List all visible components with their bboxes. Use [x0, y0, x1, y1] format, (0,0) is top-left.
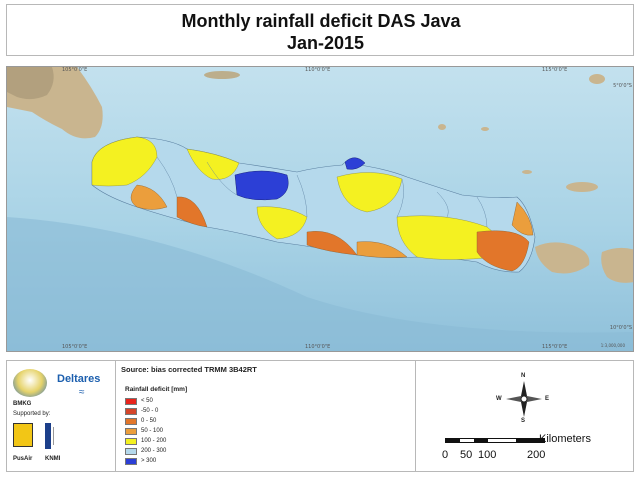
legend-swatch: [125, 397, 137, 405]
java-map: [7, 67, 633, 351]
compass-w: W: [496, 396, 502, 402]
legend-item: 0 - 50: [125, 417, 156, 425]
region-0-50-east: [476, 230, 530, 272]
island: [204, 71, 240, 79]
tick-right-1: 5°0'0"S: [613, 83, 632, 89]
navigation-panel: N S E W Kilometers 0 50 100 200: [415, 361, 633, 471]
tick-bottom-2: 110°0'0"E: [305, 344, 331, 350]
tick-right-2: 10°0'0"S: [609, 325, 632, 331]
tick-bottom-3: 115°0'0"E: [542, 344, 568, 350]
region-50-100-south: [356, 241, 408, 258]
pusair-label: PusAir: [13, 456, 33, 462]
legend-item: 100 - 200: [125, 437, 166, 445]
scale-bar: [445, 438, 545, 443]
info-panel: Deltares ≈ BMKG Supported by: PusAir KNM…: [6, 360, 634, 472]
legend-item: 50 - 100: [125, 427, 163, 435]
map-scale-note: 1:3,000,000: [600, 343, 625, 348]
legend-item: 200 - 300: [125, 447, 166, 455]
island: [438, 124, 446, 130]
knmi-label: KNMI: [45, 456, 61, 462]
legend-swatch: [125, 407, 137, 415]
scale-label-0: 0: [442, 449, 449, 461]
knmi-logo-text-block: [53, 427, 80, 445]
compass-n: N: [521, 373, 526, 379]
region-0-50: [176, 196, 208, 228]
region-gt300: [234, 170, 289, 201]
map-subtitle-date: Jan-2015: [287, 33, 365, 53]
title-panel: Monthly rainfall deficit DAS Java Jan-20…: [6, 4, 634, 56]
knmi-logo: [45, 423, 51, 449]
legend-item: < 50: [125, 397, 153, 405]
map-panel[interactable]: 105°0'0"E 110°0'0"E 115°0'0"E 105°0'0"E …: [6, 66, 634, 352]
region-50-100-tip: [511, 201, 534, 236]
compass-s: S: [521, 418, 526, 424]
legend-swatch: [125, 447, 137, 455]
legend-item: > 300: [125, 457, 156, 465]
legend-swatch: [125, 437, 137, 445]
region-100-200-south: [256, 206, 308, 240]
region-100-200-central: [336, 172, 403, 213]
legend-title: Rainfall deficit [mm]: [125, 386, 188, 393]
scale-label-50: 50: [460, 449, 473, 461]
compass-rose-icon: [506, 381, 542, 417]
tick-top-2: 110°0'0"E: [305, 67, 331, 73]
scale-label-100: 100: [478, 449, 497, 461]
island: [522, 170, 532, 174]
bmkg-label: BMKG: [13, 401, 32, 407]
region-50-100: [130, 184, 168, 210]
compass-e: E: [545, 396, 550, 402]
tick-bottom-1: 105°0'0"E: [62, 344, 88, 350]
pusair-logo: [13, 423, 33, 447]
region-100-200: [186, 148, 240, 180]
island-madura-east: [566, 182, 598, 192]
legend-item: -50 - 0: [125, 407, 158, 415]
source-note: Source: bias corrected TRMM 3B42RT: [121, 365, 257, 374]
scale-unit: Kilometers: [539, 433, 591, 445]
deltares-wave-icon: ≈: [79, 387, 85, 398]
logos-panel: Deltares ≈ BMKG Supported by: PusAir KNM…: [7, 361, 116, 471]
map-title: Monthly rainfall deficit DAS Java: [181, 11, 461, 31]
deltares-logo-text: Deltares: [57, 373, 101, 385]
deep-ocean: [7, 217, 633, 351]
island: [589, 74, 605, 84]
lombok-land: [601, 247, 633, 283]
legend-panel: Source: bias corrected TRMM 3B42RT Rainf…: [115, 361, 416, 471]
legend-swatch: [125, 427, 137, 435]
island: [481, 127, 489, 131]
sumatra-mountains: [7, 67, 54, 100]
watershed-boundaries: [156, 156, 488, 228]
tick-top-1: 105°0'0"E: [62, 67, 88, 73]
scale-label-200: 200: [527, 449, 546, 461]
supported-by-label: Supported by:: [13, 411, 51, 417]
tick-top-3: 115°0'0"E: [542, 67, 568, 73]
region-gt300-north: [344, 157, 366, 170]
bmkg-logo: [13, 369, 47, 397]
legend-swatch: [125, 457, 137, 465]
bali-land: [535, 242, 590, 274]
legend-swatch: [125, 417, 137, 425]
